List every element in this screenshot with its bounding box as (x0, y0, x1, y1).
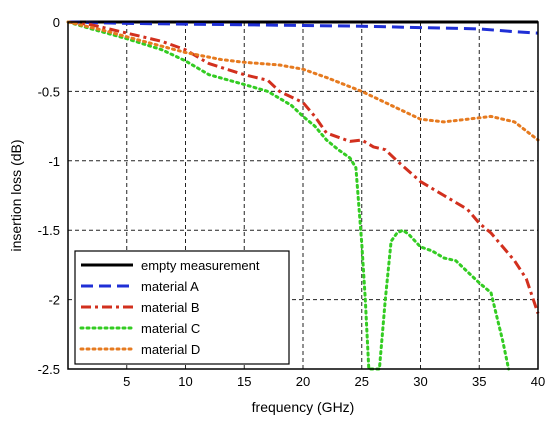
y-tick-label: -0.5 (38, 84, 60, 99)
x-tick-label: 5 (123, 374, 130, 389)
axis-ticks: 5 10 15 20 25 30 35 40 0 -0.5 -1 -1.5 -2 -2.5 (38, 15, 546, 389)
series-line-4 (66, 20, 511, 371)
y-tick-label: -2.5 (38, 362, 60, 377)
series-line-3 (67, 20, 540, 314)
x-axis-label: frequency (GHz) (252, 399, 355, 415)
legend-label-5: material D (141, 342, 200, 357)
plot-frame (67, 21, 539, 370)
y-tick-label: -1.5 (38, 223, 60, 238)
y-tick-label: 0 (53, 15, 60, 30)
x-tick-label: 30 (413, 374, 427, 389)
series-line-5 (66, 20, 540, 142)
x-tick-label: 35 (472, 374, 486, 389)
y-tick-label: -1 (48, 154, 60, 169)
legend-label-2: material A (141, 279, 199, 294)
x-tick-label: 40 (531, 374, 545, 389)
legend: empty measurement material A material B mat… (74, 250, 290, 365)
x-tick-label: 20 (296, 374, 310, 389)
legend-label-1: empty measurement (141, 258, 260, 273)
x-tick-label: 25 (355, 374, 369, 389)
y-tick-label: -2 (48, 293, 60, 308)
x-tick-label: 15 (237, 374, 251, 389)
y-axis-label: insertion loss (dB) (8, 139, 24, 251)
legend-label-3: material B (141, 300, 200, 315)
legend-label-4: material C (141, 321, 200, 336)
x-tick-label: 10 (178, 374, 192, 389)
